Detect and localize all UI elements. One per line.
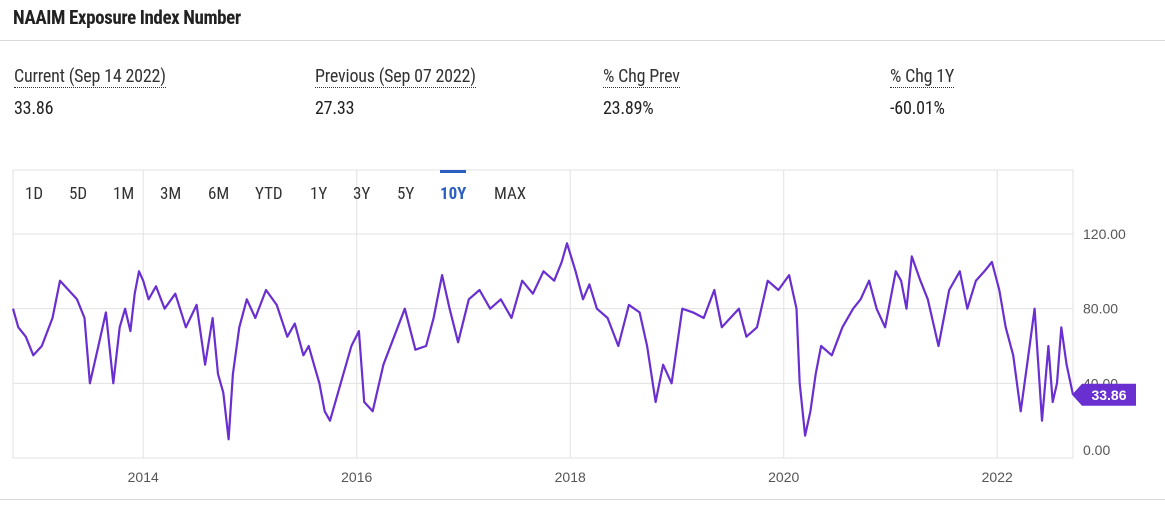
stat-chg-prev-label[interactable]: % Chg Prev	[603, 66, 680, 88]
range-6m[interactable]: 6M	[208, 184, 230, 204]
x-tick-label: 2022	[982, 469, 1013, 485]
grid-lines	[13, 170, 1073, 458]
series-line	[11, 242, 1075, 441]
stat-previous-value: 27.33	[315, 98, 355, 119]
stat-chg-1y-value: -60.01%	[890, 98, 945, 119]
x-tick-label: 2018	[555, 469, 586, 485]
y-tick-label: 80.00	[1083, 301, 1118, 317]
stat-chg-1y: % Chg 1Y -60.01%	[890, 66, 954, 119]
page-title: NAAIM Exposure Index Number	[13, 6, 241, 29]
range-5y[interactable]: 5Y	[397, 184, 415, 204]
stat-chg-prev: % Chg Prev 23.89%	[603, 66, 680, 119]
range-ytd[interactable]: YTD	[255, 184, 283, 204]
last-value-text: 33.86	[1091, 387, 1126, 403]
range-max[interactable]: MAX	[494, 184, 527, 204]
y-tick-label: 0.00	[1083, 442, 1110, 458]
x-tick-label: 2020	[768, 469, 799, 485]
range-3m[interactable]: 3M	[160, 184, 182, 204]
stat-current-value: 33.86	[14, 98, 54, 119]
last-value-badge	[1072, 383, 1136, 406]
stat-chg-prev-value: 23.89%	[603, 98, 654, 119]
range-5d[interactable]: 5D	[69, 184, 88, 204]
stat-current-label[interactable]: Current (Sep 14 2022)	[14, 66, 166, 88]
last-value-label: 33.86	[1072, 383, 1136, 406]
stat-chg-1y-label[interactable]: % Chg 1Y	[890, 66, 955, 88]
x-tick-label: 2016	[341, 469, 372, 485]
range-1d[interactable]: 1D	[25, 184, 44, 204]
plot-frame	[12, 169, 1074, 459]
stat-previous: Previous (Sep 07 2022) 27.33	[315, 66, 476, 119]
footer-divider	[0, 499, 1165, 500]
x-tick-label: 2014	[128, 469, 159, 485]
header-divider	[0, 40, 1165, 41]
stat-previous-label[interactable]: Previous (Sep 07 2022)	[315, 66, 476, 88]
range-1m[interactable]: 1M	[113, 184, 135, 204]
range-3y[interactable]: 3Y	[353, 184, 371, 204]
y-tick-label: 120.00	[1083, 226, 1126, 242]
stat-current: Current (Sep 14 2022) 33.86	[14, 66, 166, 119]
range-10y[interactable]: 10Y	[440, 170, 467, 210]
range-1y[interactable]: 1Y	[310, 184, 328, 204]
